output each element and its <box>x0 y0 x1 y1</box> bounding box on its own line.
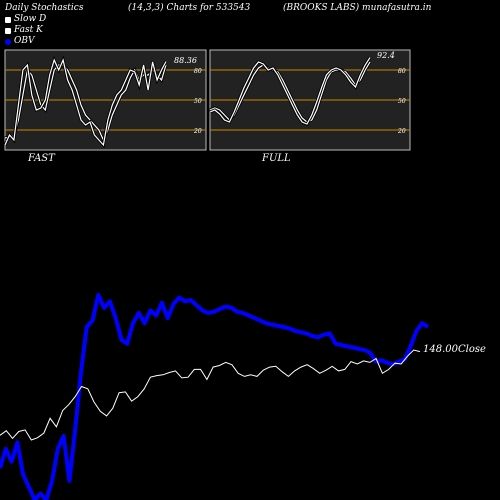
fast-ticks: 20 50 80 <box>193 68 202 135</box>
full-y-tick-label: 80 <box>398 68 406 75</box>
white-square-icon <box>5 27 11 34</box>
fast-y-tick-label: 50 <box>194 98 202 105</box>
legend-label-obv: OBV <box>14 36 35 46</box>
obv-line <box>0 293 430 500</box>
full-y-tick-label: 20 <box>397 128 406 135</box>
fast-panel: 20 50 80 88.36 FAST <box>3 49 207 164</box>
chart-header-center: (14,3,3) Charts for 533543 <box>128 3 251 13</box>
close-line <box>0 349 421 441</box>
legend-label-slow-d: Slow D <box>14 14 47 24</box>
legend: Slow D Fast K OBV <box>5 14 46 47</box>
white-square-icon <box>5 16 11 23</box>
legend-item-slow-d: Slow D <box>5 14 46 25</box>
fast-lines <box>3 55 168 149</box>
fast-fast-k-line <box>4 58 167 147</box>
legend-item-obv: OBV <box>5 36 46 47</box>
fast-y-tick-label: 80 <box>194 68 202 75</box>
full-y-tick-label: 50 <box>398 98 406 105</box>
close-last-value-label: 148.00Close <box>423 344 486 355</box>
blue-dot-icon <box>5 38 11 45</box>
full-panel: 20 50 80 92.4 FULL <box>209 49 411 164</box>
chart-header-left: Daily Stochastics <box>5 3 84 13</box>
full-last-value-label: 92.4 <box>377 51 395 60</box>
lower-panel <box>0 293 430 500</box>
full-ticks: 20 50 80 <box>397 68 406 135</box>
fast-last-value-label: 88.36 <box>174 56 197 65</box>
chart-header-right: (BROOKS LABS) munafasutra.in <box>283 3 432 13</box>
full-bands <box>210 69 410 131</box>
fast-y-tick-label: 20 <box>193 128 202 135</box>
legend-item-fast-k: Fast K <box>5 25 46 36</box>
full-panel-title: FULL <box>261 153 291 164</box>
full-lines <box>209 56 372 126</box>
fast-panel-title: FAST <box>27 153 56 164</box>
legend-label-fast-k: Fast K <box>14 25 43 35</box>
full-fast-k-line <box>209 57 371 125</box>
